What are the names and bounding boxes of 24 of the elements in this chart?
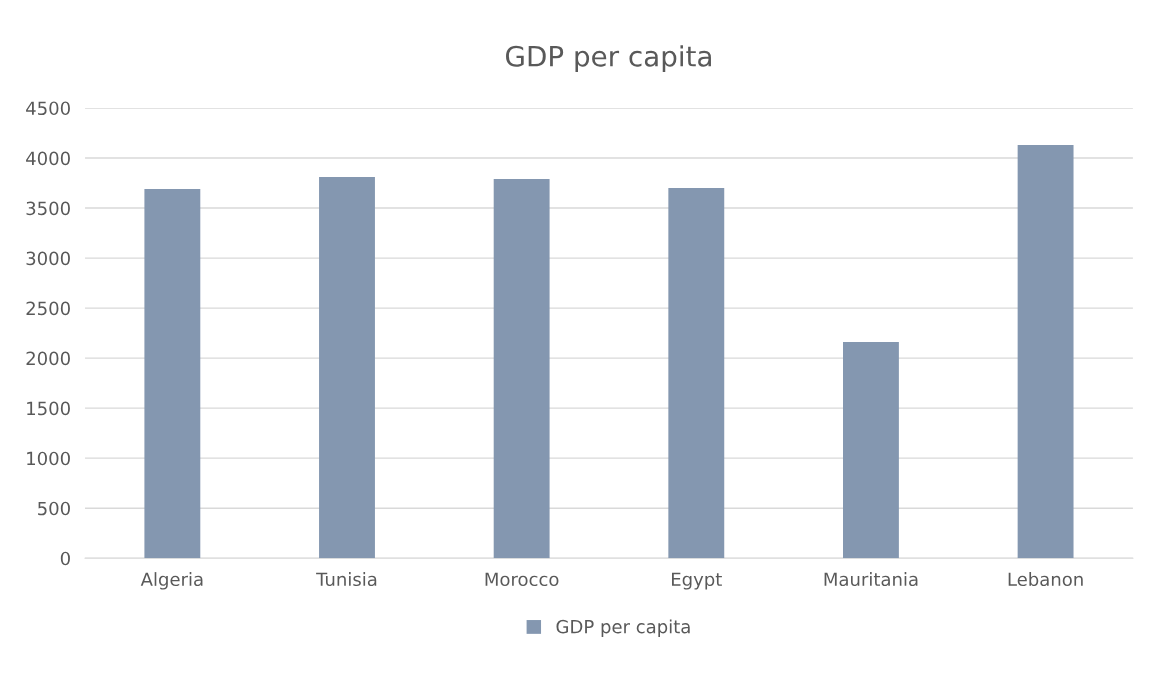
- bar: [319, 177, 375, 559]
- y-tick-label: 2000: [26, 351, 70, 366]
- bar: [1017, 145, 1074, 559]
- x-tick-label: Mauritania: [824, 572, 918, 587]
- legend-label: GDP per capita: [556, 619, 690, 637]
- y-tick-label: 500: [38, 501, 70, 516]
- y-tick-label: 2500: [26, 301, 70, 316]
- y-tick-label: 1500: [27, 401, 70, 416]
- x-tick-label: Lebanon: [1008, 572, 1083, 587]
- x-tick-label: Egypt: [672, 572, 722, 590]
- bar: [843, 342, 899, 559]
- y-tick-label: 4500: [26, 101, 70, 116]
- y-tick-label: 4000: [26, 151, 70, 166]
- y-tick-label: 3000: [26, 251, 70, 266]
- bar: [668, 188, 725, 559]
- y-tick-label: 3500: [26, 201, 70, 216]
- x-tick-label: Morocco: [485, 572, 559, 587]
- bar: [493, 179, 550, 559]
- y-tick-label: 1000: [27, 451, 70, 466]
- x-tick-label: Algeria: [140, 572, 203, 590]
- chart-title: GDP per capita: [506, 45, 711, 73]
- y-tick-label: 0: [60, 551, 70, 566]
- x-tick-label: Tunisia: [316, 572, 377, 587]
- bar: [144, 189, 201, 559]
